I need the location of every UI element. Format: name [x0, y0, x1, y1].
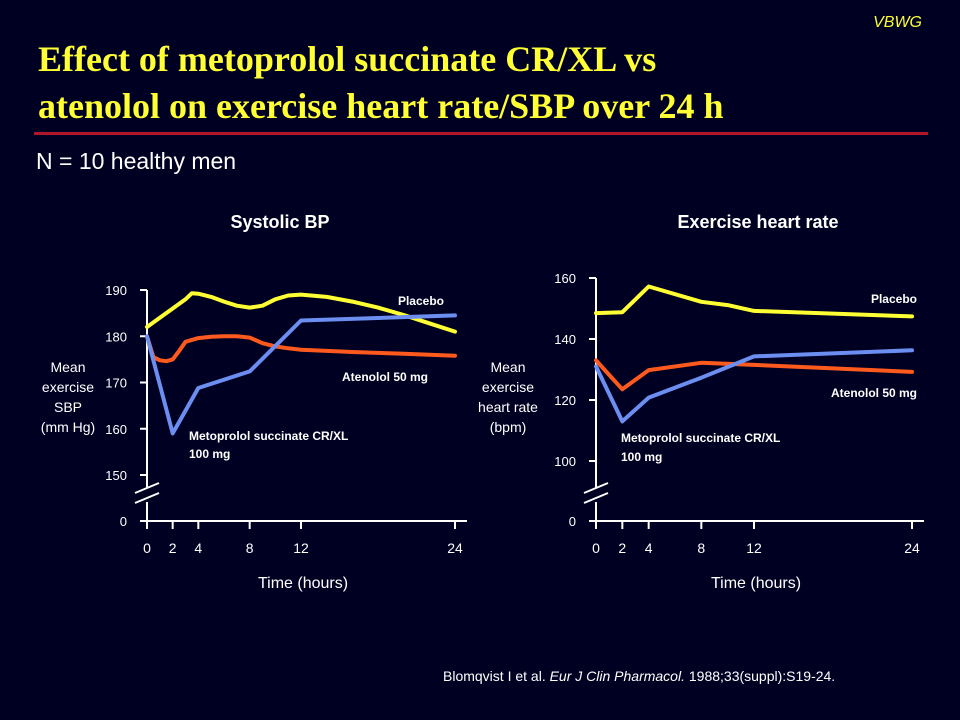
x-tick-label: 24	[904, 540, 920, 556]
slide-title-line2: atenolol on exercise heart rate/SBP over…	[38, 86, 724, 126]
y-axis-label-line: (bpm)	[490, 419, 527, 435]
title-divider	[34, 132, 928, 135]
y-tick-label: 160	[554, 271, 576, 286]
y-tick-label: 160	[105, 422, 127, 437]
y-tick-label: 100	[554, 454, 576, 469]
chart-title: Systolic BP	[230, 212, 329, 232]
y-axis-label-line: Mean	[490, 359, 525, 375]
x-tick-label: 24	[447, 540, 463, 556]
series-annotation: 100 mg	[621, 450, 662, 464]
citation-authors: Blomqvist I et al.	[443, 668, 550, 684]
chart-exercise-heart-rate: Exercise heart rate Mean exercise heart rat…	[478, 212, 924, 592]
citation-journal: Eur J Clin Pharmacol.	[549, 668, 685, 684]
x-tick-label: 8	[246, 540, 254, 556]
x-tick-label: 4	[194, 540, 202, 556]
x-tick-label: 12	[746, 540, 762, 556]
axis-break-mark	[134, 482, 160, 494]
series-line-metoprolol-succinate-cr-xl-100-mg	[145, 313, 457, 436]
axis-break-mark	[583, 482, 609, 494]
series-line-metoprolol-succinate-cr-xl-100-mg	[594, 348, 914, 424]
x-tick-label: 0	[143, 540, 151, 556]
y-axis-label-line: (mm Hg)	[41, 419, 95, 435]
chart-systolic-bp: Systolic BP Mean exercise SBP (mm Hg) 150 160 1…	[41, 212, 467, 592]
x-axis-label: Time (hours)	[711, 575, 801, 592]
series-annotation: Placebo	[871, 292, 917, 306]
series-line-placebo	[145, 291, 457, 334]
brand-tag: VBWG	[873, 14, 922, 31]
y-axis-label-line: SBP	[54, 399, 82, 415]
citation: Blomqvist I et al. Eur J Clin Pharmacol.…	[443, 668, 835, 684]
y-axis-label-line: exercise	[482, 379, 534, 395]
x-axis-label: Time (hours)	[258, 575, 348, 592]
x-tick-label: 0	[592, 540, 600, 556]
series-annotation: Metoprolol succinate CR/XL	[189, 429, 348, 443]
slide-title-line1: Effect of metoprolol succinate CR/XL vs	[38, 39, 657, 79]
slide-title: Effect of metoprolol succinate CR/XL vs …	[38, 36, 918, 130]
axis-break-mark	[583, 492, 609, 504]
axis-break-mark	[134, 492, 160, 504]
y-tick-label: 140	[554, 332, 576, 347]
series-line-atenolol-50-mg	[145, 334, 457, 364]
series-annotation: Placebo	[398, 294, 444, 308]
series-annotation: Atenolol 50 mg	[831, 386, 917, 400]
y-axis-label-line: heart rate	[478, 399, 538, 415]
study-population: N = 10 healthy men	[36, 148, 237, 174]
series-annotation: Atenolol 50 mg	[342, 370, 428, 384]
y-axis-label-line: Mean	[50, 359, 85, 375]
x-tick-label: 12	[293, 540, 309, 556]
chart-title: Exercise heart rate	[677, 212, 838, 232]
citation-details: 1988;33(suppl):S19-24.	[684, 668, 836, 684]
y-tick-label-zero: 0	[569, 514, 576, 529]
series-annotation: 100 mg	[189, 447, 230, 461]
y-tick-label: 120	[554, 393, 576, 408]
x-tick-label: 4	[645, 540, 653, 556]
y-tick-label: 170	[105, 376, 127, 391]
y-tick-label: 190	[105, 283, 127, 298]
series-line-atenolol-50-mg	[594, 358, 914, 392]
y-tick-label: 150	[105, 468, 127, 483]
series-annotation: Metoprolol succinate CR/XL	[621, 431, 780, 445]
x-tick-label: 8	[697, 540, 705, 556]
y-tick-label-zero: 0	[120, 514, 127, 529]
x-tick-label: 2	[618, 540, 626, 556]
y-axis-label-line: exercise	[42, 379, 94, 395]
series-line-placebo	[594, 284, 914, 319]
y-tick-label: 180	[105, 329, 127, 344]
x-tick-label: 2	[169, 540, 177, 556]
